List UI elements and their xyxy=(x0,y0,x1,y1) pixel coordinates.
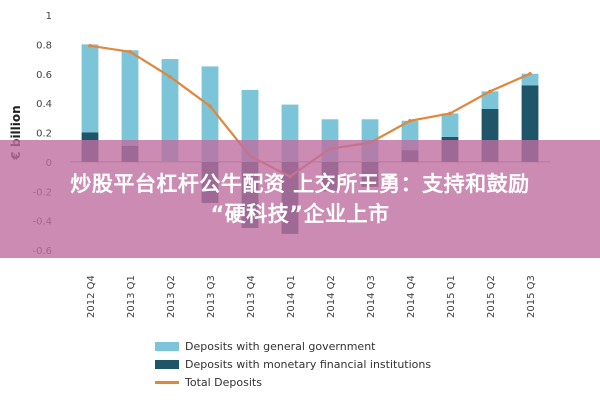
x-tick-label: 2013 Q2 xyxy=(166,275,177,318)
x-tick-label: 2013 Q4 xyxy=(246,275,257,318)
y-tick-label: 0.2 xyxy=(36,129,52,140)
bar-general-government xyxy=(521,73,539,86)
bar-general-government xyxy=(81,44,99,133)
bar-general-government xyxy=(201,66,219,162)
headline-line-2: “硬科技”企业上市 xyxy=(210,202,390,226)
chart-legend: Deposits with general government Deposit… xyxy=(155,338,431,392)
x-tick-label: 2014 Q2 xyxy=(326,275,337,318)
total-deposits-point xyxy=(488,89,492,94)
x-tick-label: 2014 Q1 xyxy=(286,275,297,318)
legend-entry: Deposits with general government xyxy=(155,338,431,354)
legend-swatch-mfi xyxy=(155,359,179,369)
bar-general-government xyxy=(441,113,459,137)
total-deposits-point xyxy=(408,118,412,123)
x-tick-label: 2015 Q1 xyxy=(446,275,457,318)
x-tick-label: 2012 Q4 xyxy=(86,275,97,318)
legend-entry: Deposits with monetary financial institu… xyxy=(155,356,431,372)
legend-swatch-total xyxy=(155,380,179,384)
legend-label: Total Deposits xyxy=(185,375,262,389)
x-tick-label: 2015 Q3 xyxy=(526,275,537,318)
y-tick-label: 0.6 xyxy=(36,70,52,81)
x-tick-label: 2013 Q1 xyxy=(126,275,137,318)
legend-label: Deposits with monetary financial institu… xyxy=(185,357,432,371)
headline-banner: 炒股平台杠杆公牛配资 上交所王勇：支持和鼓励 “硬科技”企业上市 xyxy=(0,140,600,258)
x-tick-label: 2015 Q2 xyxy=(486,275,497,318)
y-tick-label: 0.8 xyxy=(36,40,52,51)
y-tick-label: 1 xyxy=(46,11,52,22)
bar-general-government xyxy=(161,59,179,162)
total-deposits-point xyxy=(448,111,452,116)
bar-general-government xyxy=(121,50,139,146)
headline-line-1: 炒股平台杠杆公牛配资 上交所王勇：支持和鼓励 xyxy=(70,172,530,196)
legend-label: Deposits with general government xyxy=(185,339,376,353)
x-tick-label: 2013 Q3 xyxy=(206,275,217,318)
x-tick-label: 2014 Q3 xyxy=(366,275,377,318)
total-deposits-point xyxy=(168,74,172,79)
total-deposits-point xyxy=(208,104,212,108)
total-deposits-point xyxy=(88,44,92,48)
legend-entry: Total Deposits xyxy=(155,374,431,390)
y-tick-label: 0.4 xyxy=(36,99,52,110)
bar-general-government xyxy=(481,91,499,109)
total-deposits-point xyxy=(128,49,132,54)
total-deposits-point xyxy=(528,71,532,76)
x-tick-label: 2014 Q4 xyxy=(406,275,417,318)
legend-swatch-general-government xyxy=(155,341,179,351)
